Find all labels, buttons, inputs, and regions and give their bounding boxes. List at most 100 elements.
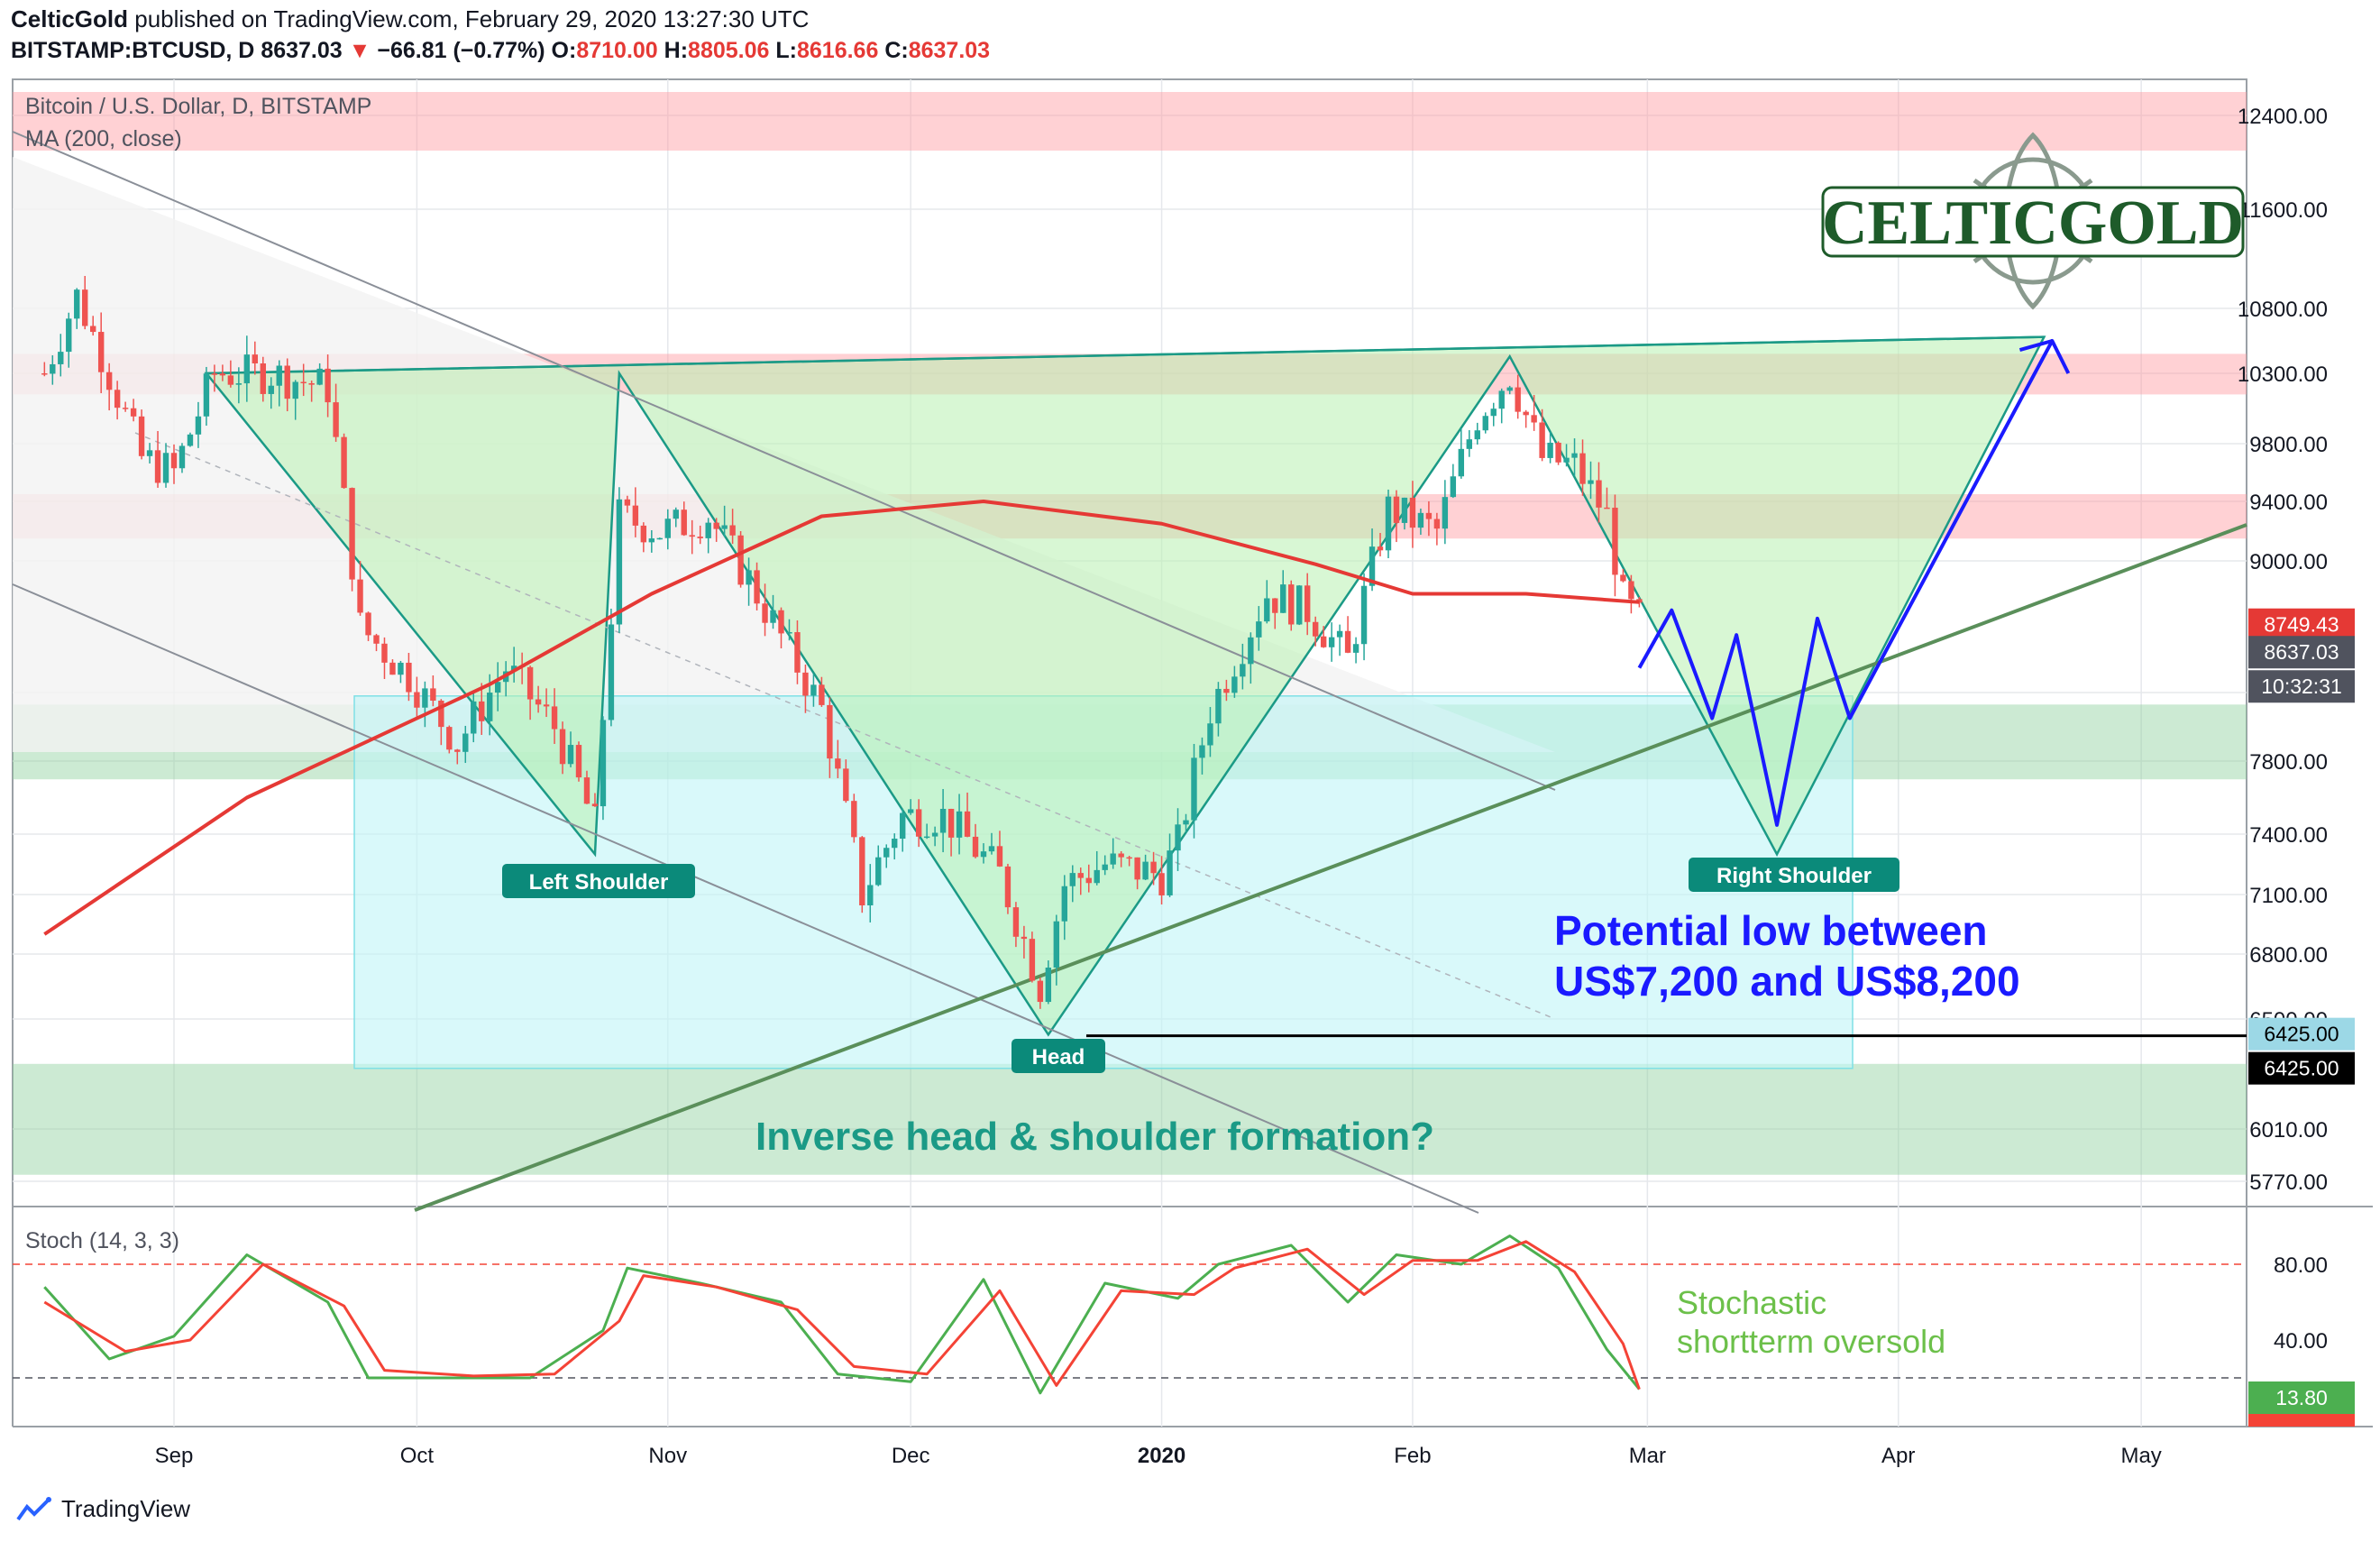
candle-body (333, 402, 339, 437)
series-legend[interactable]: Bitcoin / U.S. Dollar, D, BITSTAMP (25, 94, 371, 119)
channel-upper (12, 131, 1556, 791)
candle-body (316, 368, 323, 385)
candle-body (268, 385, 274, 394)
candle-body (479, 701, 485, 721)
candle-body (398, 662, 404, 675)
stoch-legend[interactable]: Stoch (14, 3, 3) (25, 1228, 179, 1253)
candle-body (754, 570, 760, 604)
candle-body (219, 373, 226, 376)
trendlines (12, 131, 2247, 1214)
time-tick-label: Feb (1394, 1444, 1431, 1468)
candle-body (162, 453, 169, 483)
high-label: H: (664, 38, 689, 63)
neckline (206, 335, 2045, 375)
candle-body (802, 672, 809, 696)
stoch-tick-label: 40.00 (2274, 1329, 2328, 1354)
candle-body (1045, 968, 1052, 1003)
candle-body (915, 809, 922, 837)
candle-body (495, 682, 501, 693)
candle-body (243, 354, 251, 384)
price-tick-label: 6010.00 (2249, 1118, 2328, 1143)
tradingview-footer[interactable]: TradingView (16, 1495, 190, 1523)
candle-body (154, 450, 161, 483)
price-tick-label: 9400.00 (2249, 491, 2328, 515)
candle-body (90, 326, 96, 333)
time-axis[interactable]: Sep Oct Nov Dec 2020 Feb Mar Apr May (155, 1444, 2162, 1468)
candle-body (591, 803, 599, 807)
time-tick-label: 2020 (1138, 1444, 1185, 1468)
candle-body (1620, 574, 1626, 582)
candle-body (1077, 873, 1084, 878)
candle-body (66, 318, 72, 353)
candle-body (325, 368, 331, 403)
price-tick-label: 11600.00 (2239, 198, 2328, 223)
candle-body (632, 505, 639, 526)
price-tick-label: 12400.00 (2238, 105, 2328, 129)
right-shoulder-text: Right Shoulder (1716, 864, 1872, 888)
potential-low-line2: US$7,200 and US$8,200 (1554, 958, 2020, 1005)
ma-legend[interactable]: MA (200, close) (25, 126, 182, 151)
right-shoulder-label[interactable]: Right Shoulder (1689, 858, 1899, 892)
candle-body (235, 383, 243, 385)
low-value: 8616.66 (796, 38, 879, 63)
candle-body (1385, 496, 1392, 551)
candle-body (1175, 824, 1181, 851)
candle-body (1142, 861, 1149, 880)
candle-body (1531, 415, 1537, 423)
candle-body (551, 706, 558, 730)
candle-body (1442, 497, 1449, 529)
candle-body (608, 624, 615, 721)
candles (41, 275, 1643, 1009)
candle-body (947, 808, 955, 838)
candle-body (1037, 980, 1044, 1003)
published-text: published on TradingView.com, February 2… (134, 5, 810, 32)
candle-body (438, 700, 444, 728)
candle-body (1207, 723, 1213, 746)
time-tick-label: Sep (155, 1444, 194, 1468)
candle-body (689, 535, 695, 537)
candle-body (892, 839, 898, 849)
symbol-line[interactable]: BITSTAMP:BTCUSD, D (11, 38, 255, 63)
left-shoulder-text: Left Shoulder (529, 870, 669, 895)
logo-text: CELTICGOLD (1822, 188, 2244, 258)
candle-body (82, 289, 88, 326)
potential-low-line1: Potential low between (1554, 907, 1988, 954)
candle-body (931, 832, 938, 837)
candle-body (74, 289, 80, 319)
price-tick-label: 7800.00 (2249, 750, 2328, 775)
candle-body (349, 488, 355, 580)
candle-body (1506, 387, 1513, 391)
candle-body (373, 635, 380, 644)
candle-body (1425, 512, 1433, 519)
candle-body (357, 579, 363, 613)
candle-body (575, 745, 582, 778)
candle-body (203, 373, 210, 417)
candle-body (1498, 390, 1505, 409)
candle-body (980, 851, 987, 858)
stoch-d-line (43, 1240, 1641, 1391)
candle-body (778, 610, 784, 634)
price-tick-label: 9000.00 (2249, 550, 2328, 574)
candle-body (300, 381, 307, 384)
candle-body (122, 408, 129, 409)
candle-body (810, 684, 817, 696)
candle-body (1102, 864, 1108, 870)
candle-body (1628, 581, 1634, 600)
candle-body (1458, 448, 1465, 477)
price-tick-label: 9800.00 (2249, 433, 2328, 457)
candle-body (187, 434, 194, 446)
high-value: 8805.06 (688, 38, 770, 63)
candle-body (1110, 853, 1116, 865)
candle-body (1150, 861, 1157, 874)
ma200-line (43, 500, 1640, 936)
candle-body (1490, 408, 1497, 417)
candle-body (1231, 676, 1238, 693)
stochastic-pane: 40.00 80.00 13.80 (13, 1235, 2355, 1427)
candle-body (835, 758, 841, 769)
candle-body (673, 509, 679, 519)
left-shoulder-label[interactable]: Left Shoulder (502, 864, 695, 898)
head-label[interactable]: Head (1012, 1039, 1105, 1073)
candle-body (284, 365, 290, 399)
publisher-name[interactable]: CelticGold (11, 5, 129, 32)
